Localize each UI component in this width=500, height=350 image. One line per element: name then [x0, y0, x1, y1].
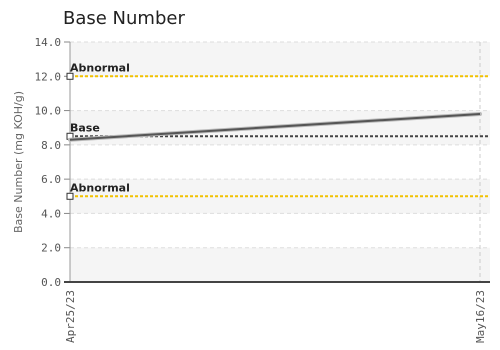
y-tick-label: 2.0	[41, 242, 61, 255]
reference-marker	[66, 72, 74, 80]
chart-title: Base Number	[63, 8, 185, 29]
y-tick-label: 6.0	[41, 173, 61, 186]
x-tick-label: Apr25/23	[64, 290, 77, 343]
y-tick-label: 4.0	[41, 207, 61, 220]
series-line	[69, 113, 481, 141]
y-tick-label: 0.0	[41, 276, 61, 289]
y-tick-label: 12.0	[35, 70, 62, 83]
reference-marker	[66, 192, 74, 200]
y-tick-label: 8.0	[41, 139, 61, 152]
reference-label: Base	[70, 121, 100, 134]
y-axis-label: Base Number (mg KOH/g)	[12, 91, 25, 233]
x-tick-label: May16/23	[474, 290, 487, 343]
plot-band	[70, 42, 490, 77]
reference-label: Abnormal	[70, 181, 130, 194]
y-tick-label: 10.0	[35, 105, 62, 118]
y-tick-label: 14.0	[35, 36, 62, 49]
plot-band	[70, 247, 490, 282]
reference-label: Abnormal	[70, 61, 130, 74]
